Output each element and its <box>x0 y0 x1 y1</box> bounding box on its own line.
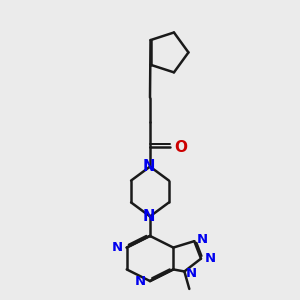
Text: N: N <box>185 267 197 280</box>
Text: N: N <box>196 233 208 246</box>
Text: N: N <box>135 274 146 288</box>
Text: N: N <box>142 159 155 174</box>
Text: N: N <box>205 252 216 265</box>
Text: O: O <box>174 140 187 154</box>
Text: N: N <box>112 241 123 254</box>
Text: N: N <box>142 209 155 224</box>
